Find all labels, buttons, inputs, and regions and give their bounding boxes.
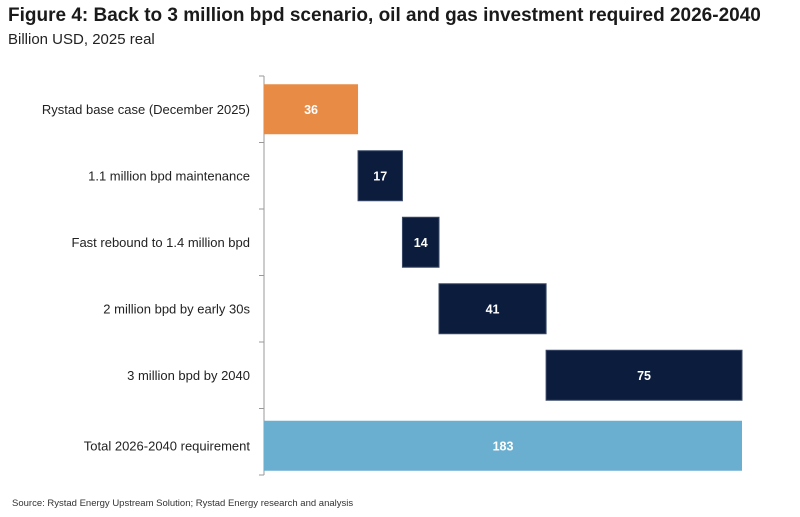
bar-increment [401, 216, 440, 268]
chart-title: Figure 4: Back to 3 million bpd scenario… [8, 5, 761, 26]
category-label: 1.1 million bpd maintenance [88, 168, 250, 183]
data-label: 183 [493, 439, 514, 453]
category-label: Rystad base case (December 2025) [42, 102, 250, 117]
category-label: 3 million bpd by 2040 [127, 368, 250, 383]
bar-increment [357, 150, 403, 202]
source-note: Source: Rystad Energy Upstream Solution;… [12, 498, 354, 509]
bar-increment [438, 283, 547, 335]
bar-total [264, 420, 742, 471]
data-label: 17 [373, 169, 387, 183]
bar-base [264, 84, 359, 135]
data-label: 14 [414, 236, 428, 250]
chart-subtitle: Billion USD, 2025 real [8, 31, 155, 48]
data-label: 75 [637, 369, 651, 383]
bar-increment [545, 349, 743, 401]
data-label: 36 [304, 103, 318, 117]
data-label: 41 [486, 302, 500, 316]
category-label: 2 million bpd by early 30s [103, 301, 250, 316]
category-label: Fast rebound to 1.4 million bpd [72, 235, 251, 250]
category-label: Total 2026-2040 requirement [84, 438, 251, 453]
